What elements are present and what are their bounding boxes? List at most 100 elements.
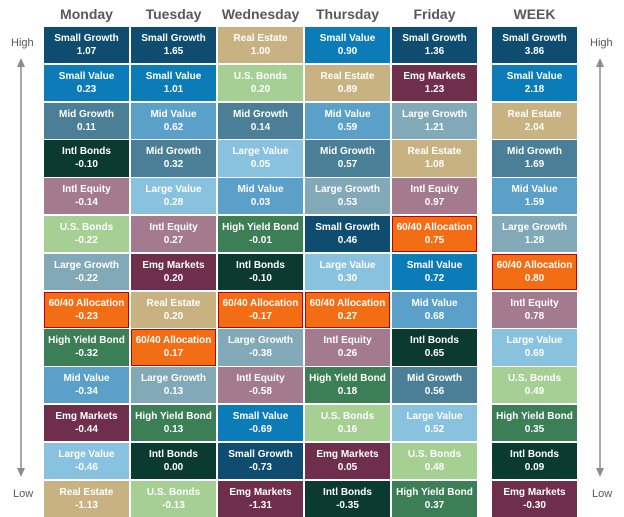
table-cell: Large Growth 1.28 [492,216,577,253]
return-value: 1.36 [424,46,445,57]
asset-class-label: Small Growth [502,33,567,44]
table-cell: 60/40 Allocation 0.17 [131,329,216,366]
return-value: -0.30 [523,499,546,511]
column-header: Wednesday [221,6,300,22]
table-cell: Intl Bonds 0.65 [392,329,477,366]
asset-class-label: Emg Markets [55,411,118,422]
table-cell: Mid Value 0.62 [131,102,216,139]
return-value: 0.72 [424,272,445,284]
table-cell: Small Growth 0.46 [305,216,390,253]
table-cell: Intl Bonds 0.09 [492,442,577,480]
table-cell: Large Value 0.05 [218,140,303,177]
table-cell: U.S. Bonds 0.20 [218,64,303,102]
asset-class-label: Small Value [232,411,289,422]
asset-class-label: Intl Equity [510,297,559,309]
low-label-right: Low [592,488,613,500]
table-cell: Mid Value 0.68 [392,291,477,328]
table-cell: 60/40 Allocation -0.23 [44,291,129,328]
table-cell: Large Value 0.28 [131,178,216,215]
asset-class-label: Small Growth [315,222,380,233]
table-cell: U.S. Bonds -0.22 [44,216,129,253]
table-cell: Emg Markets 0.20 [131,253,216,291]
return-value: 0.97 [424,197,445,209]
table-cell: U.S. Bonds 0.48 [392,442,477,480]
return-value: 0.28 [163,197,184,209]
table-cell: Intl Equity 0.26 [305,329,390,366]
table-cell: Real Estate 0.20 [131,291,216,328]
asset-class-label: Large Value [506,335,563,347]
return-value: 0.20 [163,310,184,322]
asset-class-label: Large Value [58,448,115,460]
table-cell: Mid Growth 0.57 [305,140,390,177]
return-value: -0.14 [75,197,98,209]
asset-class-label: Emg Markets [403,70,466,82]
asset-class-label: 60/40 Allocation [135,335,212,347]
asset-class-label: Mid Growth [59,108,114,120]
return-value: 0.65 [424,348,445,360]
asset-class-label: Real Estate [233,33,288,44]
asset-class-label: Large Growth [227,335,293,347]
table-cell: Emg Markets 1.23 [392,64,477,102]
asset-class-label: Intl Equity [149,222,198,233]
asset-class-label: Small Growth [141,33,206,44]
asset-class-label: Intl Equity [236,373,285,385]
return-value: 0.09 [524,461,545,473]
asset-class-label: Mid Value [324,108,371,120]
asset-class-label: Large Growth [140,373,206,385]
asset-class-label: High Yield Bond [396,486,473,498]
return-value: 0.59 [337,121,358,133]
table-cell: U.S. Bonds 0.49 [492,367,577,404]
asset-class-label: Real Estate [320,70,375,82]
asset-class-label: Large Growth [501,222,567,233]
asset-class-label: U.S. Bonds [320,411,375,422]
asset-class-label: Large Growth [314,184,380,196]
table-cell: Small Value 0.90 [305,27,390,64]
table-cell: High Yield Bond 0.37 [392,480,477,517]
right-rank-arrow [596,58,604,477]
column-header: WEEK [513,6,556,22]
asset-class-label: Real Estate [507,108,562,120]
return-value: 0.27 [163,235,184,246]
table-cell: Mid Growth 0.11 [44,102,129,139]
return-value: 0.35 [524,424,545,435]
return-value: 0.13 [163,424,184,435]
table-cell: Real Estate 1.08 [392,140,477,177]
return-value: 1.69 [524,159,545,171]
table-cell: Mid Value -0.34 [44,367,129,404]
asset-class-label: Mid Growth [407,373,462,385]
return-value: -0.01 [249,235,272,246]
table-cell: Mid Growth 1.69 [492,140,577,177]
table-cell: Large Growth 0.53 [305,178,390,215]
asset-class-label: High Yield Bond [309,373,386,385]
return-value: -0.73 [249,461,272,473]
return-value: -0.22 [75,272,98,284]
asset-class-label: Small Value [319,33,376,44]
asset-class-label: Intl Bonds [236,259,285,271]
asset-class-label: Large Growth [53,259,119,271]
table-cell: High Yield Bond 0.13 [131,405,216,442]
asset-class-label: Emg Markets [142,259,205,271]
table-cell: High Yield Bond -0.32 [44,329,129,366]
table-cell: Small Growth -0.73 [218,442,303,480]
table-cell: Emg Markets 0.05 [305,442,390,480]
asset-class-label: Mid Value [411,297,458,309]
asset-class-label: Large Value [232,146,289,158]
left-rank-arrow [17,58,25,477]
return-value: 1.59 [524,197,545,209]
return-value: 0.75 [424,235,445,246]
table-cell: Intl Equity 0.97 [392,178,477,215]
asset-class-label: Small Value [58,70,115,82]
return-value: -0.23 [75,310,98,322]
table-cell: Mid Value 1.59 [492,178,577,215]
return-value: -0.46 [75,461,98,473]
table-cell: Small Value 0.23 [44,64,129,102]
asset-class-label: High Yield Bond [135,411,212,422]
table-cell: Mid Growth 0.32 [131,140,216,177]
table-cell: 60/40 Allocation 0.75 [392,216,477,253]
asset-class-label: Intl Bonds [323,486,372,498]
column-header: Monday [60,6,113,22]
table-cell: Large Growth -0.22 [44,253,129,291]
asset-class-label: 60/40 Allocation [222,297,299,309]
table-cell: Large Growth -0.38 [218,329,303,366]
asset-class-label: Intl Bonds [410,335,459,347]
